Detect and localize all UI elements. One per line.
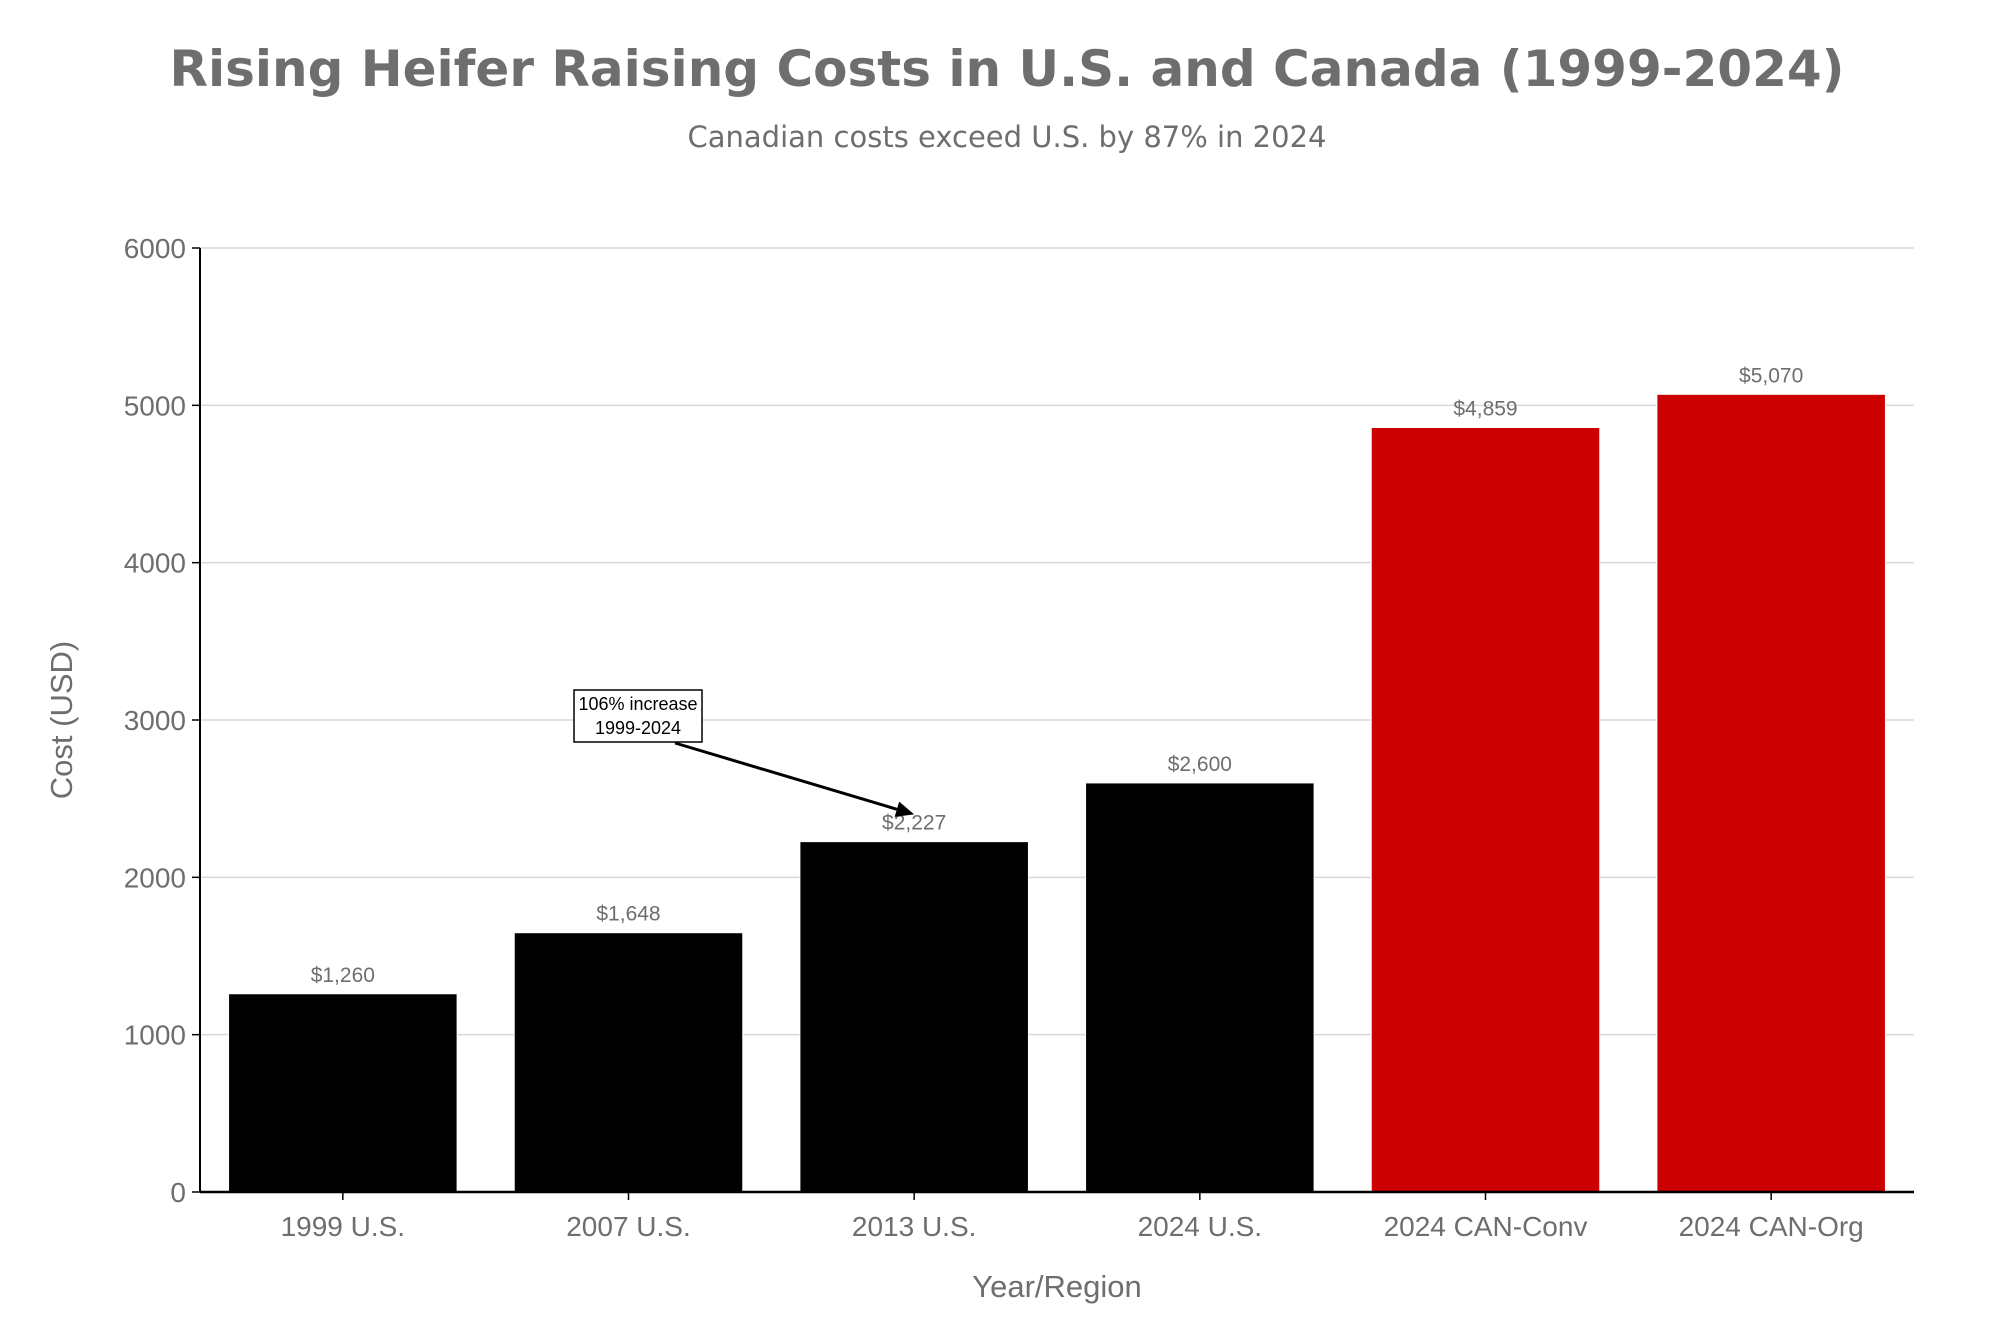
grid-lines <box>200 247 1914 1036</box>
annotation-text: 106% increase <box>578 694 697 714</box>
y-tick-label: 1000 <box>124 1020 186 1051</box>
bar <box>513 932 744 1193</box>
y-tick-label: 6000 <box>124 233 186 264</box>
y-axis-title: Cost (USD) <box>44 641 79 799</box>
bars <box>228 393 1886 1193</box>
x-tick-label: 2024 CAN-Org <box>1679 1211 1864 1242</box>
x-axis-title: Year/Region <box>972 1269 1142 1304</box>
chart-subtitle: Canadian costs exceed U.S. by 87% in 202… <box>688 120 1327 154</box>
y-tick-label: 0 <box>170 1177 186 1208</box>
y-tick-label: 2000 <box>124 862 186 893</box>
bar-value-label: $1,260 <box>311 964 375 987</box>
x-tick-label: 2024 CAN-Conv <box>1384 1211 1588 1242</box>
data-labels: $1,260 $1,648 $2,227 $2,600 $4,859 $5,070 <box>311 364 1804 986</box>
bar-value-label: $5,070 <box>1739 364 1803 387</box>
bar <box>1085 782 1315 1193</box>
x-tick-label: 2024 U.S. <box>1138 1211 1263 1242</box>
y-tick-label: 4000 <box>124 548 186 579</box>
annotation-arrow-head <box>894 801 915 817</box>
y-tick-label: 5000 <box>124 390 186 421</box>
chart-title: Rising Heifer Raising Costs in U.S. and … <box>169 40 1844 98</box>
annotation: 106% increase 1999-2024 <box>573 689 915 817</box>
y-tick-label: 3000 <box>124 705 186 736</box>
x-tick-label: 2007 U.S. <box>566 1211 691 1242</box>
x-tick-label: 2013 U.S. <box>852 1211 977 1242</box>
bar-value-label: $2,600 <box>1168 753 1232 776</box>
bar-value-label: $2,227 <box>882 812 946 835</box>
axes: 0 1000 2000 3000 4000 5000 6000 1999 U.S. 2007 U… <box>124 233 1914 1242</box>
bar <box>799 841 1029 1193</box>
bar <box>1656 393 1886 1193</box>
bar <box>228 993 458 1193</box>
annotation-arrow-line <box>674 741 898 811</box>
bar-value-label: $4,859 <box>1453 398 1517 421</box>
annotation-text: 1999-2024 <box>595 718 681 738</box>
annotation-box <box>573 689 703 743</box>
x-tick-label: 1999 U.S. <box>281 1211 406 1242</box>
bar <box>1370 427 1601 1193</box>
bar-value-label: $1,648 <box>596 903 660 926</box>
